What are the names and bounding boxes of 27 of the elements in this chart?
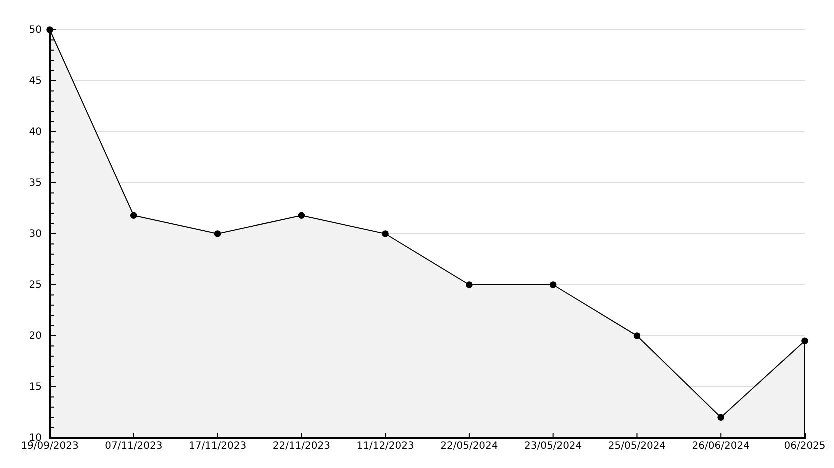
x-tick-label: 11/12/2023 [356,441,414,452]
point [802,338,808,344]
point [298,212,306,220]
x-tick-label: 17/11/2023 [188,441,247,452]
x-tick-label: 06/2025 [784,441,826,452]
x-tick-label: 25/05/2024 [608,441,666,452]
x-tick-label: 26/06/2024 [692,441,750,452]
y-tick-label: 35 [29,178,42,190]
point [466,282,473,288]
y-tick-label: 45 [29,76,42,88]
x-tick-label: 22/05/2024 [440,441,498,452]
y-tick-label: 25 [29,280,42,292]
point [550,282,557,288]
point [718,414,724,421]
x-tick-label: 22/11/2023 [272,441,330,452]
y-tick-label: 40 [29,127,42,138]
y-tick-label: 50 [29,25,42,36]
x-tick-label: 23/05/2024 [524,441,582,452]
y-tick-label: 20 [29,331,42,342]
y-tick-label: 30 [29,229,42,240]
point [130,212,138,220]
y-tick-label: 15 [29,382,42,394]
point [46,26,54,34]
point [214,230,222,238]
point [634,332,641,340]
x-tick-label: 07/11/2023 [105,441,163,452]
point [382,230,389,238]
